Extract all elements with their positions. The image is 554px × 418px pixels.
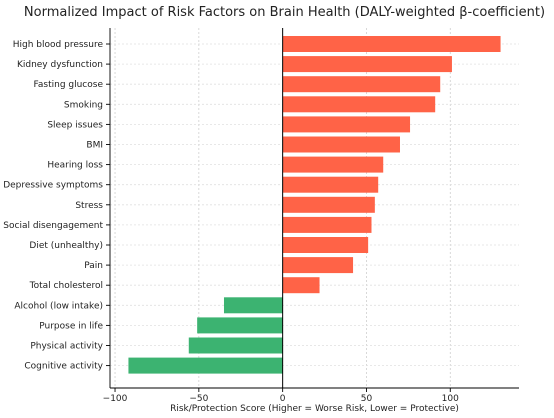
- bar: [282, 36, 501, 52]
- bar: [282, 156, 384, 173]
- category-label: Pain: [84, 261, 103, 271]
- bar: [128, 357, 283, 374]
- x-tick-label: −100: [103, 394, 128, 404]
- bar: [282, 257, 354, 274]
- category-label: Stress: [75, 201, 103, 211]
- bar: [188, 337, 283, 354]
- category-label: Diet (unhealthy): [29, 241, 103, 251]
- category-label: Purpose in life: [39, 321, 103, 331]
- category-label: Total cholesterol: [29, 281, 103, 291]
- category-label: Alcohol (low intake): [14, 301, 103, 311]
- x-tick-label: 100: [442, 394, 459, 404]
- bar: [282, 76, 441, 93]
- bar: [197, 317, 283, 334]
- bar: [282, 116, 411, 133]
- category-label: Sleep issues: [47, 120, 103, 130]
- bars: [128, 36, 501, 374]
- bar: [282, 277, 320, 294]
- axes: −100 −50 0 50 100 High blood pressure Kidney d…: [3, 28, 519, 404]
- category-label: Kidney dysfunction: [17, 60, 103, 70]
- category-label: Depressive symptoms: [3, 181, 103, 191]
- category-label: Social disengagement: [3, 221, 103, 231]
- category-label: Physical activity: [30, 342, 103, 352]
- x-tick-label: 0: [280, 394, 286, 404]
- category-label: BMI: [86, 141, 103, 151]
- category-label: Smoking: [64, 100, 103, 110]
- bar: [282, 176, 379, 193]
- bar: [223, 297, 283, 314]
- bar: [282, 56, 452, 73]
- category-label: Hearing loss: [47, 161, 103, 171]
- category-label: Cognitive activity: [24, 362, 103, 372]
- bar: [282, 96, 436, 113]
- bar: [282, 216, 372, 233]
- x-tick-label: 50: [361, 394, 373, 404]
- category-label: High blood pressure: [13, 40, 104, 50]
- bar: [282, 196, 375, 213]
- bar: [282, 136, 400, 153]
- bar: [282, 237, 369, 253]
- x-tick-label: −50: [189, 394, 208, 404]
- category-label: Fasting glucose: [34, 80, 104, 90]
- x-axis-label: Risk/Protection Score (Higher = Worse Ri…: [170, 404, 459, 414]
- chart-title: Normalized Impact of Risk Factors on Bra…: [24, 5, 545, 20]
